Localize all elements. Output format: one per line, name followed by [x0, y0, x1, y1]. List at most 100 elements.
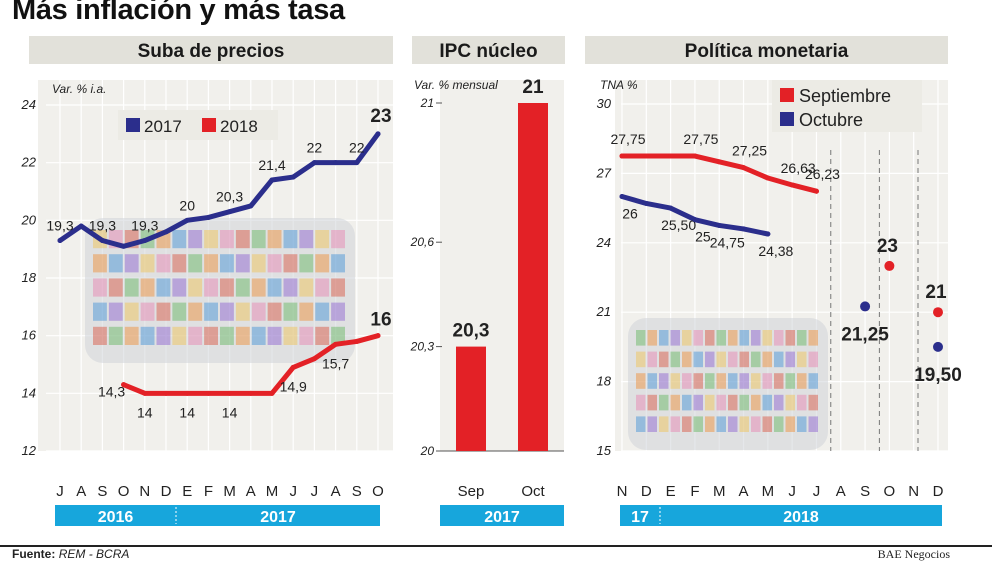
monetary-chart-x-tick: J: [813, 483, 821, 500]
monetary-chart-y-tick: 15: [597, 443, 612, 458]
price-chart-supermarket-photo-shelf-item: [235, 326, 250, 345]
price-chart-supermarket-photo-shelf-item: [140, 326, 155, 345]
price-chart-supermarket-photo-shelf-item: [93, 326, 107, 345]
price-chart-x-tick: M: [266, 483, 279, 500]
monetary-chart-shopper-photo-shelf-item: [728, 394, 738, 411]
price-chart-point-2017: [269, 177, 275, 183]
monetary-chart-y-tick: 27: [596, 165, 612, 180]
price-chart-legend-swatch: [126, 118, 140, 132]
price-chart-supermarket-photo-shelf-item: [93, 254, 107, 273]
price-chart-x-tick: A: [76, 483, 86, 500]
monetary-chart-shopper-photo-shelf-item: [705, 351, 715, 368]
monetary-chart-point-Septiembre: [692, 153, 698, 159]
price-chart-point-2018: [163, 390, 169, 396]
source-text: REM - BCRA: [58, 547, 130, 561]
price-chart-y-label: Var. % i.a.: [52, 82, 106, 96]
price-chart-supermarket-photo-shelf-item: [172, 230, 187, 249]
price-chart-point-2018: [375, 333, 381, 339]
price-chart-supermarket-photo-shelf-item: [108, 326, 123, 345]
price-chart-supermarket-photo-shelf-item: [188, 254, 203, 273]
monetary-chart-legend-label: Septiembre: [799, 86, 891, 106]
price-chart-supermarket-photo-shelf-item: [267, 278, 282, 297]
price-chart-point-2017: [311, 160, 317, 166]
monetary-chart-shopper-photo-shelf-item: [716, 373, 726, 389]
monetary-chart-x-tick: N: [908, 483, 919, 500]
monetary-chart-shopper-photo-shelf-item: [728, 416, 738, 432]
monetary-chart-x-tick: M: [762, 483, 775, 500]
monetary-chart-point-Septiembre: [741, 165, 747, 171]
core-cpi-chart-header-bg: [412, 36, 565, 64]
monetary-chart-shopper-photo-shelf-item: [659, 351, 669, 368]
price-chart-supermarket-photo-shelf-item: [93, 302, 107, 321]
price-chart-supermarket-photo-shelf-item: [156, 302, 171, 321]
monetary-chart-shopper-photo-shelf-item: [808, 394, 818, 411]
price-chart-x-tick: J: [56, 483, 64, 500]
price-chart-supermarket-photo-shelf-item: [299, 254, 314, 273]
monetary-chart-shopper-photo-shelf-item: [762, 373, 772, 389]
price-chart-y-tick: 20: [21, 212, 37, 227]
price-chart-supermarket-photo-shelf-item: [315, 254, 330, 273]
monetary-chart-shopper-photo-shelf-item: [739, 330, 749, 346]
price-chart-supermarket-photo-shelf-item: [267, 230, 282, 249]
price-chart-supermarket-photo-shelf-item: [235, 254, 250, 273]
core-cpi-chart-year-band: 2017: [440, 505, 564, 526]
price-chart-point-2017: [184, 217, 190, 223]
price-chart-point-2018: [333, 341, 339, 347]
monetary-chart-shopper-photo-shelf-item: [728, 373, 738, 389]
price-chart-legend-bg: [118, 110, 278, 140]
monetary-chart-data-label: 21,25: [841, 324, 889, 345]
price-chart-supermarket-photo-shelf-item: [283, 278, 298, 297]
monetary-chart-shopper-photo-backdrop: [628, 318, 828, 450]
monetary-chart-data-label: 21: [925, 282, 947, 303]
monetary-chart-shopper-photo-shelf-item: [785, 351, 795, 368]
price-chart-point-2018: [184, 390, 190, 396]
monetary-chart-x-tick: D: [933, 483, 944, 500]
price-chart-supermarket-photo-shelf-item: [188, 278, 203, 297]
price-chart-data-label: 20,3: [216, 189, 243, 205]
monetary-chart-shopper-photo-shelf-item: [739, 373, 749, 389]
price-chart-data-label: 23: [370, 106, 391, 127]
monetary-chart-shopper-photo-shelf-item: [774, 394, 784, 411]
monetary-chart-point-Septiembre: [619, 153, 625, 159]
price-chart-x-tick: S: [352, 483, 362, 500]
monetary-chart-shopper-photo-shelf-item: [636, 351, 646, 368]
monetary-chart-x-tick: A: [836, 483, 846, 500]
price-chart-supermarket-photo-shelf-item: [267, 326, 282, 345]
price-chart-legend-swatch: [202, 118, 216, 132]
price-chart-data-label: 16: [370, 310, 391, 331]
monetary-chart-shopper-photo-shelf-item: [647, 394, 657, 411]
price-chart-data-label: 14,9: [280, 378, 307, 394]
monetary-chart-shopper-photo-shelf-item: [728, 351, 738, 368]
monetary-chart-shopper-photo-shelf-item: [716, 394, 726, 411]
monetary-chart-shopper-photo-shelf-item: [636, 416, 646, 432]
price-chart-data-label: 14,3: [98, 384, 125, 400]
monetary-chart-y-tick: 21: [596, 304, 611, 319]
monetary-chart-year-band-bg: [620, 505, 942, 526]
monetary-chart-shopper-photo-shelf-item: [659, 373, 669, 389]
price-chart-supermarket-photo-shelf-item: [172, 254, 187, 273]
monetary-chart-x-tick: E: [666, 483, 676, 500]
monetary-chart-y-tick: 24: [596, 235, 611, 250]
price-chart-point-2017: [354, 160, 360, 166]
price-chart-point-2018: [354, 338, 360, 344]
monetary-chart-shopper-photo-shelf-item: [739, 394, 749, 411]
price-chart-supermarket-photo-shelf-item: [283, 302, 298, 321]
core-cpi-chart-data-label: 20,3: [453, 321, 490, 342]
monetary-chart-point-Septiembre: [716, 159, 722, 165]
price-chart-legend-label: 2018: [220, 117, 258, 136]
price-chart-y-tick: 22: [21, 155, 37, 170]
monetary-chart-data-label: 23: [877, 236, 898, 257]
price-chart-supermarket-photo-shelf-item: [220, 230, 234, 249]
monetary-chart-y-label: TNA %: [600, 78, 638, 92]
monetary-chart-data-label: 26: [622, 206, 638, 222]
price-chart-data-label: 22: [307, 140, 323, 156]
monetary-chart-shopper-photo-shelf-item: [705, 373, 715, 389]
price-chart-x-tick: S: [97, 483, 107, 500]
monetary-chart-shopper-photo-shelf-item: [785, 373, 795, 389]
price-chart-point-2017: [333, 160, 339, 166]
monetary-chart-shopper-photo-shelf-item: [808, 351, 818, 368]
monetary-chart-shopper-photo-shelf-item: [670, 373, 680, 389]
monetary-chart-shopper-photo-shelf-item: [647, 351, 657, 368]
price-chart-supermarket-photo-shelf-item: [204, 254, 218, 273]
price-chart-y-tick: 18: [22, 270, 37, 285]
